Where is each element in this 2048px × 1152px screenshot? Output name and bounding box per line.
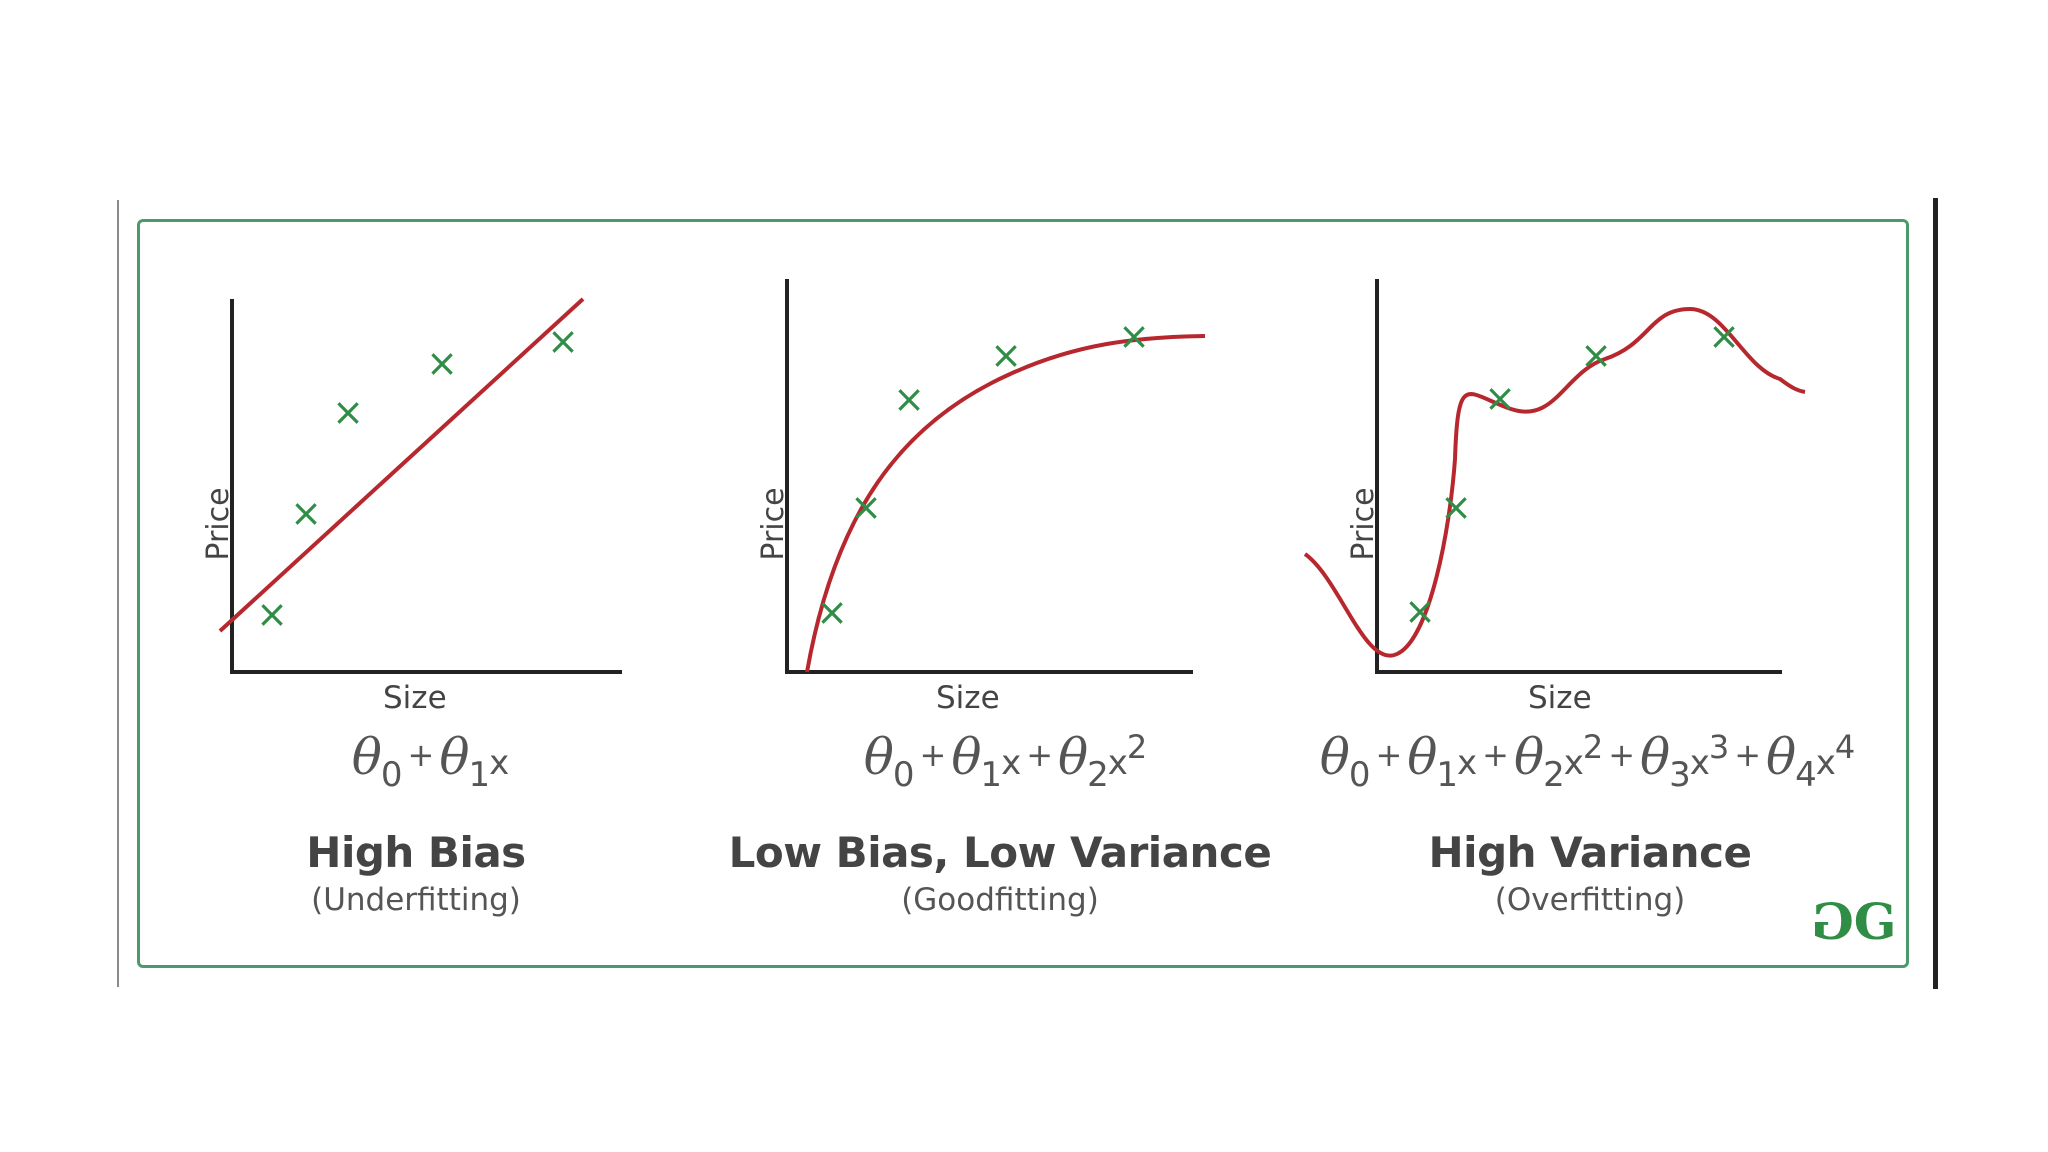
x-axis-label: Size <box>383 680 447 716</box>
data-point: × <box>332 390 364 434</box>
data-point: × <box>1580 333 1612 377</box>
fit-line <box>218 297 585 633</box>
panel-good-fit: Price × × × × × Size θ0 + θ1x + θ2x2 Low Bia… <box>725 219 1285 968</box>
formula: θ0 + θ1x + θ2x2 + θ3x3 + θ4x4 <box>1319 728 1856 795</box>
plot-high-bias: Price × × × × × <box>201 297 622 674</box>
y-axis-label: Price <box>756 487 791 560</box>
y-axis-label: Price <box>1346 487 1381 560</box>
data-point: × <box>893 377 925 421</box>
x-axis-label: Size <box>1528 680 1592 716</box>
panel-title: High Bias <box>306 828 526 877</box>
formula: θ0 + θ1x + θ2x2 <box>863 728 1148 795</box>
panel-subtitle: (Underfitting) <box>311 882 521 918</box>
plot-high-variance: Price × × × × × <box>1303 279 1806 674</box>
panel-high-bias: Price × × × × × Size θ0 + θ1x High Bias (U… <box>170 219 730 968</box>
plot-good-fit: Price × × × × × <box>756 279 1206 674</box>
data-point: × <box>1708 314 1740 358</box>
data-point: × <box>850 485 882 529</box>
formula: θ0 + θ1x <box>351 728 509 795</box>
data-point: × <box>1404 589 1436 633</box>
data-point: × <box>547 319 579 363</box>
data-point: × <box>990 333 1022 377</box>
left-edge-line <box>117 200 119 987</box>
y-axis-label: Price <box>201 487 236 560</box>
panel-high-variance: Price × × × × × Size θ0 + θ1x + θ2x2 + θ3x3 + θ4… <box>1303 219 1895 968</box>
gfg-logo: GG <box>1817 892 1896 951</box>
fit-curve <box>805 334 1206 673</box>
diagram-frame <box>137 219 1909 968</box>
panel-title: High Variance <box>1428 828 1752 877</box>
data-point: × <box>426 341 458 385</box>
x-axis-label: Size <box>936 680 1000 716</box>
panel-subtitle: (Goodfitting) <box>901 882 1099 918</box>
data-point: × <box>1484 376 1516 420</box>
right-edge-line <box>1933 198 1938 989</box>
panel-title: Low Bias, Low Variance <box>728 828 1272 877</box>
data-point: × <box>256 592 288 636</box>
panel-subtitle: (Overfitting) <box>1494 882 1686 918</box>
data-point: × <box>816 590 848 634</box>
data-point: × <box>1440 485 1472 529</box>
data-point: × <box>290 491 322 535</box>
fit-curve <box>1303 306 1806 658</box>
data-point: × <box>1118 314 1150 358</box>
